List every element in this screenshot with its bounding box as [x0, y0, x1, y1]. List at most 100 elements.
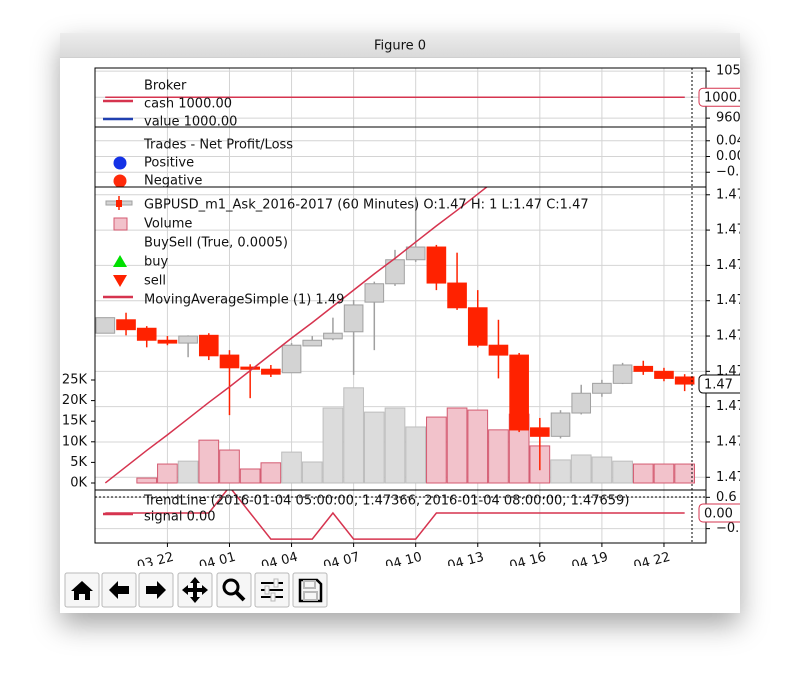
volume-bar — [674, 463, 696, 484]
legend-label: cash 1000.00 — [144, 97, 232, 112]
legend-label: Broker — [144, 79, 187, 94]
legend-label: sell — [144, 274, 166, 289]
zoom-button[interactable] — [216, 572, 252, 608]
volume-bar — [405, 426, 427, 484]
y-tick-label: 1.476 — [716, 223, 753, 238]
y-tick-label: −0.6 — [716, 521, 748, 536]
candle-body — [198, 334, 219, 357]
panel — [95, 127, 706, 187]
legend-label: Negative — [144, 174, 202, 189]
window-content: Figure 0 03 22 04 01 04 04 04 07 04 10 04 13 0… — [60, 33, 762, 613]
candle-body — [95, 317, 116, 334]
figure: 03 22 04 01 04 04 04 07 04 10 04 13 04 16 04 19… — [60, 58, 762, 574]
volume-bar — [363, 411, 385, 484]
legend-label: GBPUSD_m1_Ask_2016-2017 (60 Minutes) O:1… — [144, 198, 589, 213]
panel — [95, 187, 706, 490]
legend-label: Volume — [144, 217, 192, 232]
legend-label: TrendLine (2016-01-04 05:00:00, 1.47366,… — [143, 494, 629, 509]
y-tick-label: 960 — [716, 111, 741, 126]
panel — [95, 490, 706, 543]
legend-label: value 1000.00 — [144, 115, 237, 130]
candle-body — [178, 335, 198, 344]
panel — [95, 68, 706, 127]
back-button[interactable] — [101, 572, 137, 608]
candle-body — [385, 259, 405, 285]
y-tick-label: 1.4735 — [716, 399, 762, 414]
y-tick-label: 0.00 — [716, 149, 745, 164]
candle-body — [571, 392, 592, 414]
volume-bar — [384, 407, 406, 484]
volume-bar — [260, 462, 282, 484]
configure-button[interactable] — [254, 572, 290, 608]
candle-body — [674, 376, 695, 385]
legend-marker — [113, 217, 128, 231]
candle-body — [447, 282, 467, 309]
value-tag — [698, 503, 740, 523]
value-tag-label: 1.47 — [704, 378, 733, 393]
y-tick-label: 1.4745 — [716, 329, 762, 344]
volume-bar — [591, 456, 613, 484]
candle-body — [550, 412, 571, 437]
value-tag-label: 1000.00 — [704, 91, 758, 106]
legend-marker — [113, 275, 127, 287]
volume-bar — [488, 429, 509, 484]
y-tick-label: 0.04 — [716, 133, 745, 148]
candle-body — [530, 427, 550, 437]
volume-bar — [136, 477, 158, 484]
volume-bar — [219, 449, 240, 484]
volume-bar — [239, 468, 261, 484]
y-tick-label: −0.04 — [716, 165, 756, 180]
volume-bar — [426, 416, 447, 484]
candle-body — [592, 382, 612, 394]
pan-button[interactable] — [177, 572, 213, 608]
candle-body — [426, 246, 447, 284]
candle-body — [323, 332, 343, 340]
volume-bar — [653, 463, 675, 484]
legend-label: BuySell (True, 0.0005) — [144, 236, 288, 251]
value-tag — [698, 87, 740, 107]
volume-bar — [281, 451, 302, 484]
legend-label: signal 0.00 — [144, 510, 216, 525]
volume-bar — [343, 387, 364, 484]
candle-body — [157, 339, 178, 344]
candle-body — [219, 354, 240, 369]
y-tick-label: 1.475 — [716, 293, 753, 308]
volume-bar — [301, 461, 323, 484]
legend-marker — [116, 200, 122, 207]
y2-tick-label: 15K — [62, 414, 88, 429]
value-tag-label: 0.00 — [704, 506, 733, 521]
volume-bar — [198, 439, 220, 484]
candle-body — [654, 370, 674, 379]
volume-bar — [550, 459, 571, 484]
y-tick-label: 1.4765 — [716, 187, 762, 202]
y-tick-label: 1.473 — [716, 434, 753, 449]
volume-bar — [157, 463, 178, 484]
line — [104, 187, 488, 484]
volume-bar — [322, 407, 344, 484]
candle-body — [509, 354, 529, 431]
value-tag — [698, 374, 740, 394]
legend-label: buy — [144, 255, 168, 270]
volume-bar — [632, 463, 654, 484]
line — [105, 490, 685, 540]
volume-bar — [570, 454, 592, 484]
save-button[interactable] — [292, 572, 328, 608]
title-bar — [60, 33, 740, 58]
forward-button[interactable] — [138, 572, 174, 608]
legend-label: Positive — [144, 156, 194, 171]
volume-bar — [467, 409, 489, 484]
candle-body — [467, 307, 488, 346]
y2-tick-label: 0K — [70, 475, 87, 490]
candle-body — [633, 365, 654, 372]
candle-body — [240, 366, 260, 370]
y-tick-label: 1.4755 — [716, 258, 762, 273]
legend-label: MovingAverageSimple (1) 1.49 — [144, 293, 344, 308]
candle-body — [261, 368, 281, 375]
candle-body — [405, 246, 426, 261]
legend-marker — [113, 255, 127, 267]
home-button[interactable] — [64, 572, 100, 608]
y2-tick-label: 10K — [62, 434, 88, 449]
candle-body — [343, 304, 364, 333]
